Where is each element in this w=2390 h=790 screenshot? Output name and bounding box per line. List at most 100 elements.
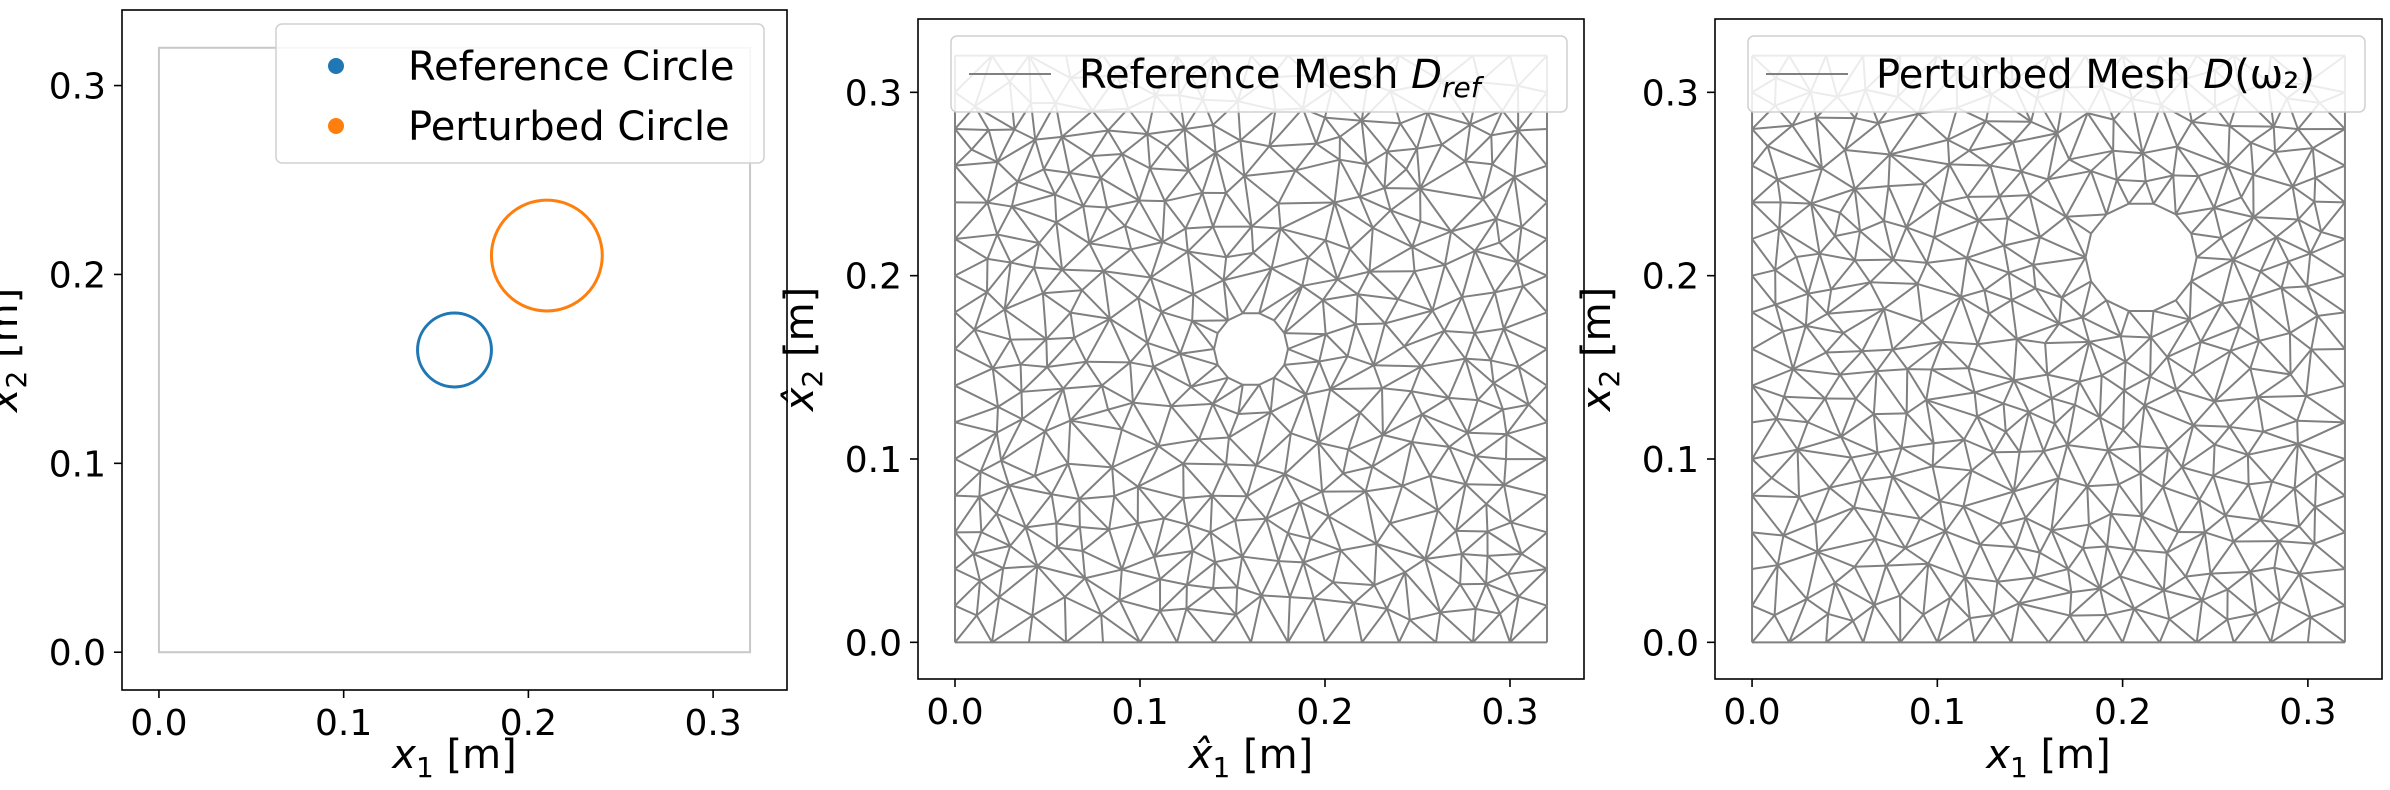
mesh-edge <box>1517 366 1530 405</box>
mesh-edge <box>1084 577 1121 602</box>
mesh-edge <box>1179 352 1218 366</box>
mesh-edge <box>1315 135 1341 145</box>
mesh-edge <box>2168 599 2203 620</box>
mesh-edge <box>1280 201 1335 230</box>
mesh-edge <box>2167 448 2183 468</box>
mesh-edge <box>2065 216 2087 258</box>
legend-box <box>950 35 1568 113</box>
mesh-edge <box>1817 537 1876 553</box>
mesh-edge <box>2106 202 2130 216</box>
mesh-edge <box>1985 120 2014 144</box>
mesh-edge <box>1090 155 1102 179</box>
mesh-edge <box>1520 201 1548 228</box>
mesh-edge <box>1212 383 1244 405</box>
mesh-edge <box>980 513 998 533</box>
legend-marker-1 <box>328 58 344 74</box>
mesh-edge <box>1399 111 1429 125</box>
mesh-edge <box>1149 145 1168 169</box>
mesh-edge <box>1819 252 1856 262</box>
mesh-edge <box>1398 619 1411 643</box>
mesh-edge <box>1883 219 1907 229</box>
mesh-edge <box>1055 205 1084 224</box>
mesh-edge <box>1044 388 1065 432</box>
mesh-edge <box>1359 195 1392 212</box>
mesh-edge <box>1187 250 1227 259</box>
mesh-edge <box>1121 153 1141 201</box>
mesh-edge <box>2140 472 2164 488</box>
mesh-edge <box>1161 201 1166 243</box>
mesh-edge <box>2087 483 2119 488</box>
mesh-edge <box>2293 443 2299 489</box>
mesh-edge <box>1055 523 1059 548</box>
mesh-edge <box>2310 315 2319 350</box>
mesh-edge <box>1450 217 1497 233</box>
mesh-edge <box>1213 586 1238 590</box>
mesh-edge <box>2020 171 2031 196</box>
mesh-edge <box>1118 599 1141 643</box>
mesh-edge <box>1431 264 1446 311</box>
mesh-edge <box>1420 220 1452 233</box>
mesh-edge <box>1260 560 1280 596</box>
mesh-edge <box>1875 370 1908 414</box>
mesh-edge <box>1270 393 1307 414</box>
mesh-edge <box>2248 480 2273 486</box>
mesh-edge <box>1310 537 1342 552</box>
x-axis-label-rest: [m] <box>434 732 517 778</box>
mesh-edge <box>1814 506 1855 524</box>
mesh-edge <box>1424 558 1461 586</box>
mesh-edge <box>1277 532 1289 562</box>
mesh-edge <box>1949 163 1991 167</box>
mesh-edge <box>1255 411 1272 466</box>
mesh-edge <box>2256 373 2292 398</box>
mesh-edge <box>2317 311 2346 317</box>
mesh-edge <box>2073 381 2081 406</box>
mesh-edge <box>1927 562 1966 579</box>
mesh-edge <box>2153 299 2177 312</box>
mesh-edge <box>2141 152 2174 177</box>
mesh-edge <box>2065 215 2092 235</box>
mesh-edge <box>972 531 983 555</box>
mesh-edge <box>1940 195 1968 204</box>
mesh-edge <box>1778 202 1782 229</box>
mesh-edge <box>954 201 989 240</box>
mesh-edge <box>2011 287 2036 301</box>
mesh-edge <box>2196 237 2223 259</box>
mesh-edge <box>1152 366 1173 407</box>
mesh-edge <box>954 128 973 151</box>
x-tick-label: 0.3 <box>2279 692 2336 733</box>
mesh-edge <box>1020 366 1048 393</box>
mesh-edge <box>1770 448 1799 479</box>
mesh-edge <box>1113 495 1139 524</box>
mesh-edge <box>2280 287 2291 334</box>
mesh-edge <box>1798 486 1830 499</box>
mesh-edge <box>2149 310 2155 338</box>
mesh-edge <box>1149 167 1166 202</box>
mesh-edge <box>1129 361 1154 368</box>
mesh-edge <box>1751 604 1775 617</box>
mesh-edge <box>1936 597 1952 643</box>
mesh-edge <box>1751 178 1779 204</box>
mesh-edge <box>1887 154 1891 187</box>
mesh-edge <box>2004 431 2021 453</box>
mesh-edge <box>1420 365 1450 399</box>
mesh-edge <box>1426 112 1443 145</box>
mesh-edge <box>1154 550 1193 558</box>
mesh-edge <box>1317 442 1344 475</box>
mesh-edge <box>1099 177 1109 208</box>
mesh-edge <box>2185 572 2211 578</box>
mesh-edge <box>1084 568 1122 580</box>
mesh-edge <box>2125 360 2151 378</box>
mesh-edge <box>2279 573 2301 603</box>
mesh-edge <box>1235 614 1252 643</box>
mesh-edge <box>2259 236 2278 272</box>
mesh-edge <box>1477 382 1495 401</box>
mesh-edge <box>1782 324 1807 333</box>
mesh-edge <box>1776 564 1808 600</box>
mesh-edge <box>1294 143 1317 172</box>
mesh-edge <box>1782 368 1794 398</box>
mesh-edge <box>1906 340 1943 370</box>
mesh-edge <box>2107 429 2124 452</box>
mesh-edge <box>1872 371 1878 415</box>
mesh-edge <box>1947 138 1970 152</box>
mesh-edge <box>1212 226 1228 258</box>
